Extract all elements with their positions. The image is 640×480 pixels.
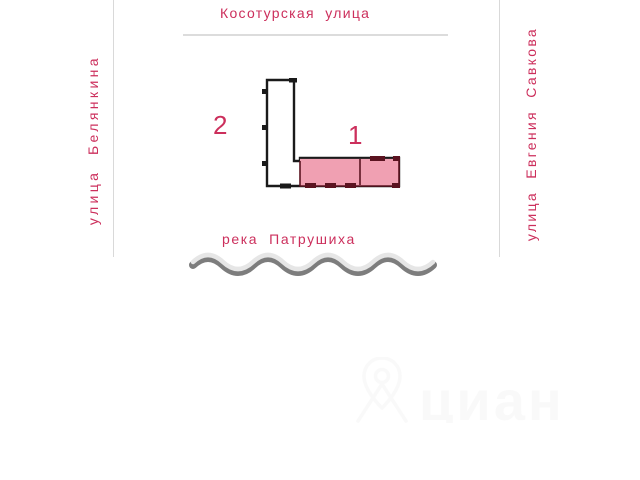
svg-text:циан: циан bbox=[419, 369, 565, 423]
